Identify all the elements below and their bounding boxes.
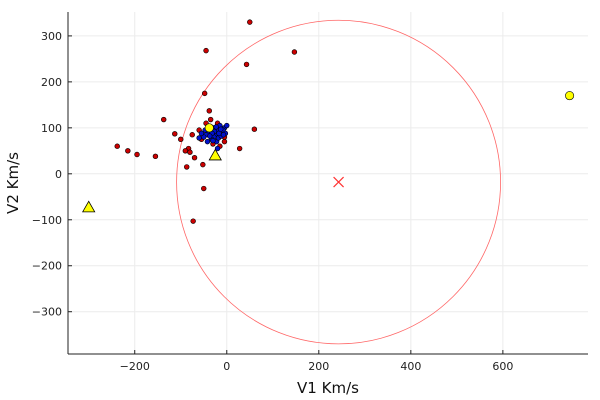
- blue-point: [207, 133, 213, 139]
- center-cross-marker: [333, 176, 345, 188]
- red-point: [125, 148, 131, 154]
- blue-point: [218, 126, 224, 132]
- blue-point: [214, 145, 221, 152]
- red-point: [114, 143, 120, 149]
- red-point: [189, 132, 195, 138]
- x-tick-label: 600: [492, 360, 513, 373]
- red-point: [291, 49, 298, 55]
- red-point: [251, 126, 258, 132]
- x-tick-label: 200: [308, 360, 329, 373]
- yellow-triangle-point: [82, 200, 96, 213]
- y-tick-label: 100: [41, 122, 62, 135]
- red-point: [182, 148, 189, 154]
- data-points: [82, 19, 575, 224]
- red-point: [207, 116, 214, 123]
- red-point: [221, 138, 228, 145]
- blue-point: [196, 135, 202, 141]
- blue-point: [213, 124, 219, 130]
- x-tick-label: 400: [400, 360, 421, 373]
- red-point: [201, 90, 208, 97]
- tick-labels: −200 0 200 400 600 −300 −200 −100 0 100 200 300: [32, 30, 514, 373]
- red-point: [134, 151, 140, 158]
- red-point: [243, 61, 250, 68]
- y-tick-label: −300: [32, 306, 62, 319]
- red-point: [187, 149, 193, 155]
- red-point: [203, 47, 209, 54]
- y-tick-label: −100: [32, 214, 62, 227]
- axes: [67, 12, 588, 355]
- x-tick-label: −200: [120, 360, 150, 373]
- red-point: [152, 153, 159, 160]
- reference-circle: [176, 19, 501, 345]
- red-point: [161, 116, 167, 123]
- blue-point: [210, 138, 216, 144]
- blue-point: [224, 122, 230, 129]
- x-axis-title: V1 Km/s: [297, 379, 359, 397]
- red-point: [200, 161, 206, 168]
- blue-point: [204, 138, 211, 145]
- yellow-point: [204, 123, 214, 133]
- cross-stroke: [333, 176, 345, 188]
- blue-point: [198, 130, 205, 137]
- red-point: [201, 185, 207, 192]
- red-point: [178, 136, 184, 143]
- yellow-point: [565, 91, 575, 101]
- blue-point: [220, 132, 227, 138]
- x-tick-label: 0: [223, 360, 230, 373]
- red-point: [247, 19, 253, 25]
- red-point: [191, 155, 198, 161]
- y-tick-label: −200: [32, 260, 62, 273]
- y-tick-label: 200: [41, 76, 62, 89]
- y-tick-label: 0: [55, 168, 62, 181]
- red-point: [236, 145, 243, 152]
- yellow-triangle-point: [208, 148, 222, 161]
- y-axis-title: V2 Km/s: [4, 152, 22, 214]
- red-point: [190, 218, 196, 224]
- grid-lines: [68, 12, 588, 354]
- red-point: [172, 131, 178, 137]
- red-point: [184, 164, 190, 170]
- circle-overlay: [176, 19, 501, 345]
- red-point: [206, 108, 212, 114]
- y-tick-label: 300: [41, 30, 62, 43]
